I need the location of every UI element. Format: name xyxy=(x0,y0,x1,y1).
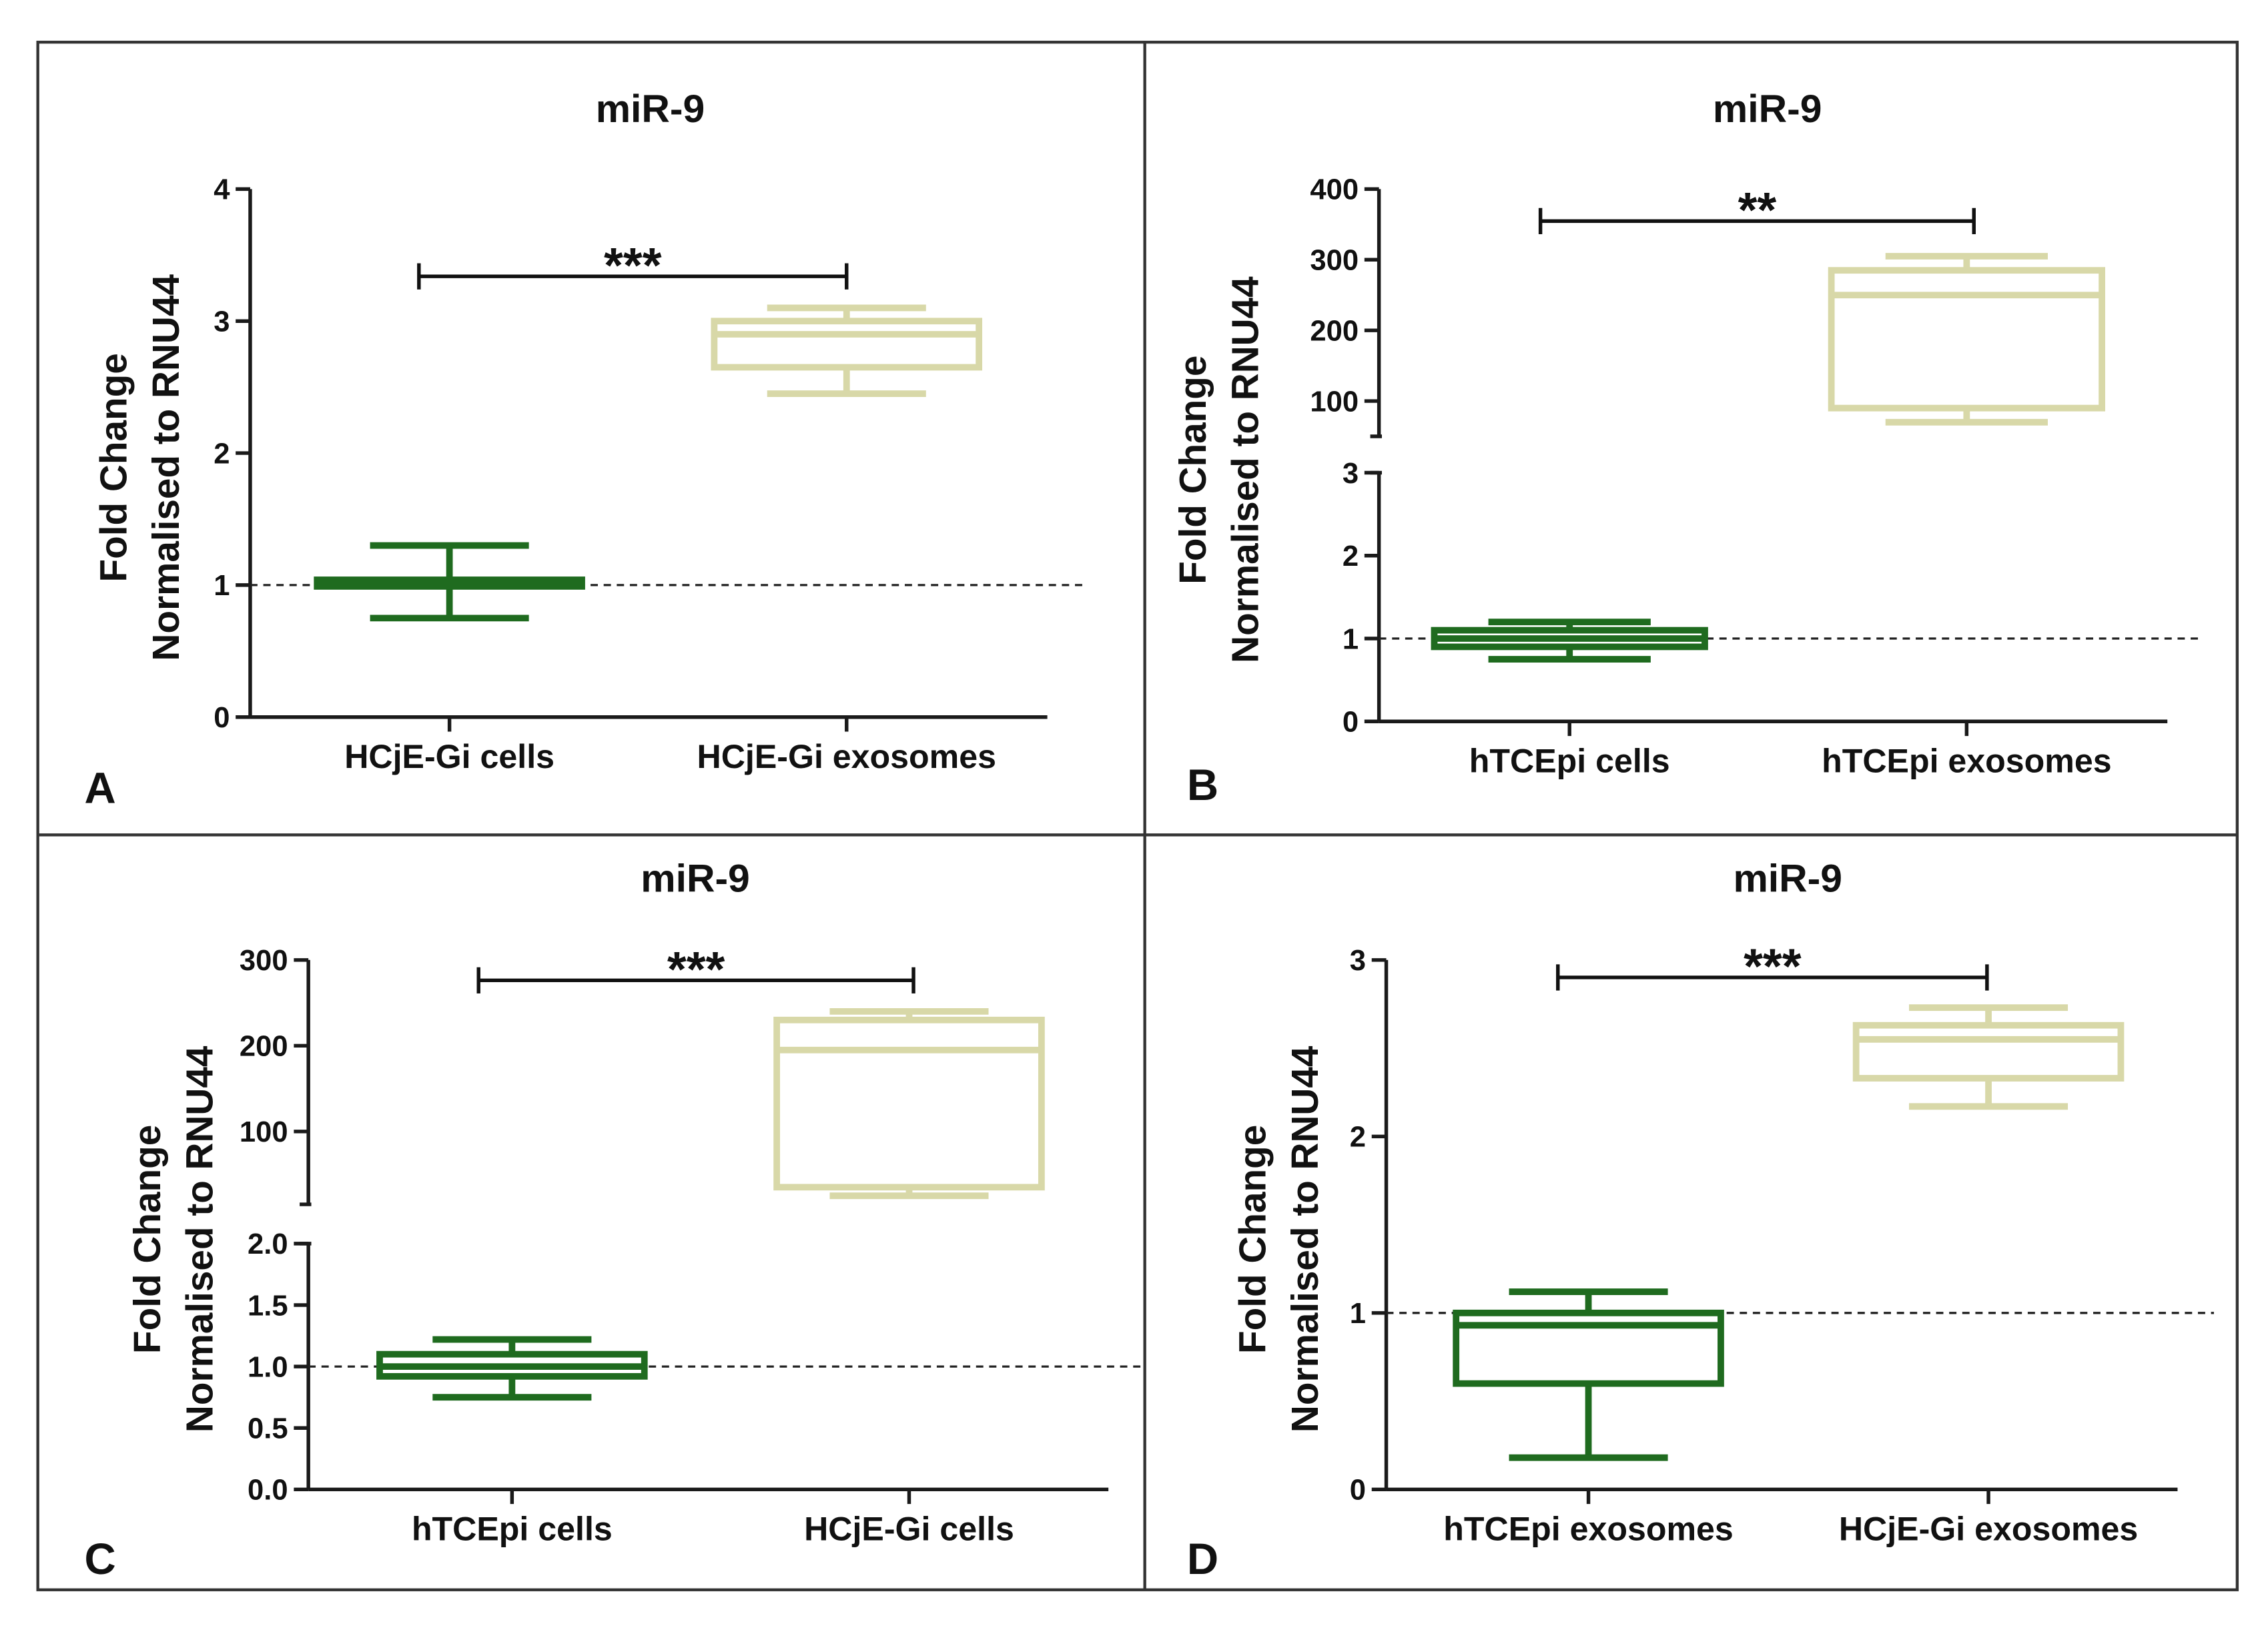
y-axis-label-line1: Fold Change xyxy=(1232,1125,1274,1354)
figure-frame xyxy=(36,41,2239,1591)
y-tick-label: 1 xyxy=(1343,623,1359,655)
panel-d: miR-9 Fold Change Normalised to RNU44 0 1 2 3 h… xyxy=(1187,857,2214,1583)
panel-letter: B xyxy=(1187,761,1218,809)
y-axis-label-line2: Normalised to RNU44 xyxy=(1284,1046,1327,1433)
y-axis-label-line2: Normalised to RNU44 xyxy=(179,1046,221,1433)
y-axis-label-line2: Normalised to RNU44 xyxy=(1225,276,1267,663)
significance-bracket: *** xyxy=(417,238,849,293)
y-tick-label: 1.5 xyxy=(248,1290,288,1322)
y-tick-label: 0 xyxy=(1350,1475,1366,1507)
box-1 xyxy=(376,1336,648,1401)
y-tick-label: 3 xyxy=(214,306,230,338)
chart-title: miR-9 xyxy=(641,857,750,900)
y-tick-label: 100 xyxy=(1310,386,1359,418)
x-tick-label: hTCEpi cells xyxy=(412,1511,613,1548)
y-tick-label: 4 xyxy=(214,174,230,206)
box-2 xyxy=(1852,1004,2125,1110)
box-iqr xyxy=(711,318,983,371)
chart-title: miR-9 xyxy=(1713,87,1822,131)
significance-label: *** xyxy=(667,941,725,997)
significance-bracket: *** xyxy=(476,941,915,997)
y-tick-label: 3 xyxy=(1350,945,1366,977)
y-axis-label: Fold Change Normalised to RNU44 xyxy=(127,1046,221,1433)
x-tick-label: HCjE-Gi exosomes xyxy=(697,738,996,775)
y-tick-label: 300 xyxy=(1310,245,1359,277)
y-axis: 0 1 2 3 4 xyxy=(214,174,252,734)
box-1 xyxy=(1431,619,1708,663)
significance-label: *** xyxy=(604,238,662,293)
y-axis-label-line1: Fold Change xyxy=(127,1125,169,1354)
y-tick-label: 1.0 xyxy=(248,1351,288,1383)
y-tick-label: 200 xyxy=(240,1031,288,1063)
x-tick-label: hTCEpi exosomes xyxy=(1443,1511,1734,1548)
x-tick-label: HCjE-Gi cells xyxy=(344,738,554,775)
box-2 xyxy=(773,1007,1045,1200)
y-tick-label: 2.0 xyxy=(248,1228,288,1260)
significance-label: *** xyxy=(1744,939,1802,994)
y-axis-label: Fold Change Normalised to RNU44 xyxy=(1232,1046,1327,1433)
panel-letter: A xyxy=(84,763,115,812)
panel-b: miR-9 Fold Change Normalised to RNU44 0 1 2 3 1… xyxy=(1172,87,2204,809)
y-tick-label: 2 xyxy=(214,438,230,470)
y-tick-label: 1 xyxy=(1350,1298,1366,1330)
x-tick-label: HCjE-Gi exosomes xyxy=(1839,1511,2138,1548)
y-tick-label: 400 xyxy=(1310,174,1359,206)
y-tick-label: 0.5 xyxy=(248,1412,288,1445)
x-tick-label: hTCEpi cells xyxy=(1469,743,1670,780)
y-tick-label: 200 xyxy=(1310,315,1359,347)
y-tick-label: 3 xyxy=(1343,458,1359,490)
box-iqr xyxy=(1852,1022,2125,1082)
y-tick-label: 2 xyxy=(1350,1122,1366,1154)
box-1 xyxy=(314,542,585,622)
y-tick-label: 100 xyxy=(240,1116,288,1148)
box-2 xyxy=(711,304,983,397)
box-2 xyxy=(1828,253,2106,426)
y-axis-label-line1: Fold Change xyxy=(1172,356,1214,584)
panel-letter: C xyxy=(84,1535,115,1583)
chart-title: miR-9 xyxy=(596,87,705,131)
y-axis: 0.0 0.5 1.0 1.5 2.0 100 200 300 xyxy=(240,945,312,1507)
chart-title: miR-9 xyxy=(1733,857,1842,900)
y-axis-label: Fold Change Normalised to RNU44 xyxy=(93,274,187,661)
y-tick-label: 1 xyxy=(214,570,230,602)
y-tick-label: 0 xyxy=(1343,707,1359,739)
y-tick-label: 0 xyxy=(214,702,230,734)
y-axis: 0 1 2 3 100 200 300 400 xyxy=(1310,174,1383,739)
box-1 xyxy=(1453,1288,1724,1461)
y-axis: 0 1 2 3 xyxy=(1350,945,1389,1507)
y-axis-label-line2: Normalised to RNU44 xyxy=(145,274,187,661)
y-axis-label-line1: Fold Change xyxy=(93,353,135,582)
x-tick-label: HCjE-Gi cells xyxy=(804,1511,1014,1548)
box-iqr xyxy=(773,1016,1045,1191)
box-iqr xyxy=(1453,1309,1724,1387)
y-tick-label: 2 xyxy=(1343,540,1359,572)
significance-bracket: ** xyxy=(1538,182,1976,238)
significance-label: ** xyxy=(1738,182,1777,238)
box-iqr xyxy=(1828,267,2106,412)
panel-letter: D xyxy=(1187,1535,1218,1583)
x-tick-label: hTCEpi exosomes xyxy=(1822,743,2112,780)
significance-bracket: *** xyxy=(1556,939,1989,994)
panel-a: miR-9 Fold Change Normalised to RNU44 0 1 2 3 4… xyxy=(84,87,1084,812)
y-tick-label: 0.0 xyxy=(248,1475,288,1507)
y-tick-label: 300 xyxy=(240,945,288,977)
y-axis-label: Fold Change Normalised to RNU44 xyxy=(1172,276,1266,663)
